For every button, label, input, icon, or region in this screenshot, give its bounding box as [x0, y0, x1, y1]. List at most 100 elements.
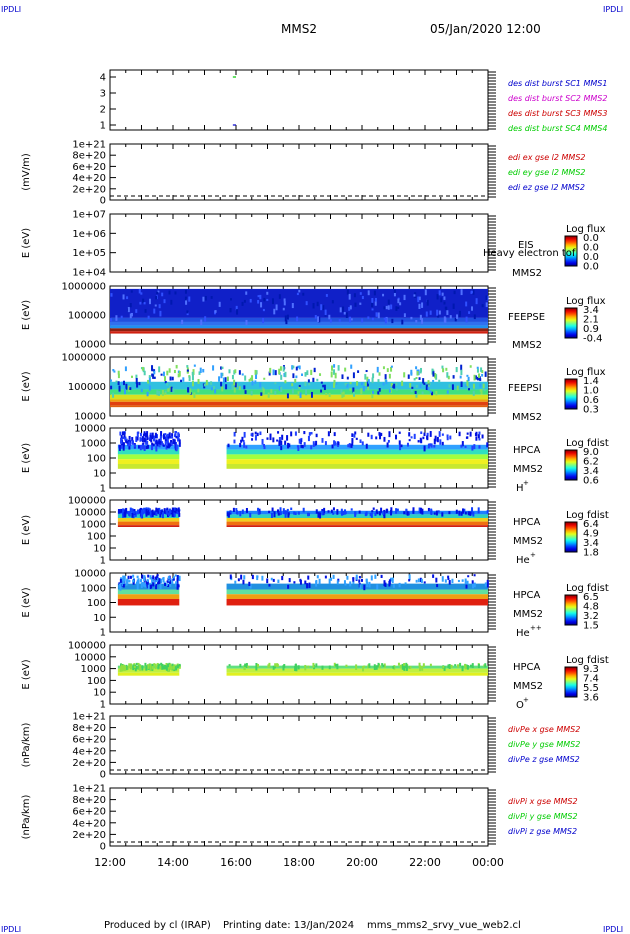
spectrogram-speckle: [365, 370, 368, 373]
footer-script-name: mms_mms2_srvy_vue_web2.cl: [367, 920, 521, 931]
spectrogram-speckle: [455, 367, 458, 373]
spectrogram-speckle: [272, 369, 275, 376]
spectrogram-speckle: [130, 312, 133, 317]
spectrogram-speckle: [366, 381, 369, 387]
spectrogram-speckle: [275, 304, 278, 311]
spectrogram-speckle: [251, 380, 254, 386]
spectrogram-speckle: [471, 580, 474, 584]
spectrogram-speckle: [307, 512, 310, 517]
spectrogram-speckle: [320, 304, 323, 311]
spectrogram-speckle: [177, 584, 180, 588]
spectrogram-speckle: [429, 443, 432, 447]
spectrogram-speckle: [188, 296, 191, 302]
spectrogram-speckle: [374, 297, 377, 302]
spectrogram-speckle: [347, 444, 350, 448]
spectrogram-speckle: [315, 579, 318, 583]
spectrogram-speckle: [147, 665, 150, 669]
spectrogram-speckle: [319, 373, 322, 376]
spectrogram-speckle: [233, 379, 236, 386]
p6-species-label: H: [516, 483, 524, 494]
spectrogram-speckle: [446, 372, 449, 378]
spectrogram-speckle: [132, 665, 135, 671]
p7-colorbar-tick: 4.9: [583, 529, 599, 540]
spectrogram-speckle: [481, 434, 484, 439]
spectrogram-speckle: [141, 582, 144, 585]
spectrogram-speckle: [305, 301, 308, 306]
spectrogram-speckle: [162, 444, 165, 447]
p9-colorbar-tick: 7.4: [583, 674, 599, 685]
spectrogram-speckle: [175, 445, 178, 452]
spectrogram-speckle: [279, 366, 282, 371]
spectrogram-speckle: [234, 382, 237, 388]
spectrogram-speckle: [155, 583, 158, 590]
spectrogram-speckle: [333, 432, 336, 437]
spectrogram-speckle: [239, 442, 242, 448]
spectrogram-speckle: [210, 387, 213, 391]
spectrogram-speckle: [120, 664, 123, 668]
p1-legend-1: des dist burst SC2 MMS2: [508, 94, 607, 103]
spectrogram-speckle: [150, 439, 153, 443]
spectrogram-speckle: [122, 294, 125, 300]
spectrogram-speckle: [372, 373, 375, 379]
spectrogram-speckle: [472, 390, 475, 396]
spectrogram-speckle: [367, 665, 370, 669]
spectrogram-speckle: [257, 511, 260, 515]
p9-spacecraft-label: MMS2: [513, 681, 543, 692]
spectrogram-speckle: [422, 663, 425, 668]
spectrogram-speckle: [146, 511, 149, 515]
p3-instrument-label: EIS: [518, 240, 534, 251]
spectrogram-speckle: [351, 442, 354, 446]
spectrogram-speckle: [436, 584, 439, 588]
spectrogram-speckle: [273, 666, 276, 669]
spectrogram-speckle: [167, 663, 170, 668]
spectrogram-speckle: [122, 436, 125, 440]
spectrogram-speckle: [388, 580, 391, 587]
spectrogram-band: [117, 589, 180, 595]
spectrogram-speckle: [386, 368, 389, 373]
spectrogram-speckle: [135, 436, 138, 442]
spectrogram-speckle: [156, 441, 159, 447]
spectrogram-speckle: [227, 443, 230, 448]
spectrogram-speckle: [395, 388, 398, 391]
spectrogram-speckle: [420, 439, 423, 444]
spectrogram-speckle: [336, 663, 339, 670]
spectrogram-speckle: [137, 578, 140, 585]
spectrogram-speckle: [371, 308, 374, 311]
spectrogram-speckle: [415, 579, 418, 583]
spectrogram-speckle: [450, 664, 453, 669]
spectrogram-speckle: [468, 311, 471, 314]
spectrogram-speckle: [235, 508, 238, 511]
spectrogram-speckle: [147, 584, 150, 590]
spectrogram-speckle: [161, 292, 164, 297]
spectrogram-speckle: [293, 581, 296, 584]
spectrogram-speckle: [482, 387, 485, 391]
spectrogram-speckle: [421, 508, 424, 515]
spectrogram-speckle: [441, 433, 444, 436]
spectrogram-speckle: [475, 436, 478, 441]
spectrogram-speckle: [376, 584, 379, 590]
spectrogram-speckle: [361, 318, 364, 323]
spectrogram-speckle: [441, 292, 444, 296]
spectrogram-speckle: [452, 375, 455, 379]
spectrogram-speckle: [393, 289, 396, 293]
spectrogram-speckle: [271, 507, 274, 512]
spectrogram-speckle: [466, 432, 469, 435]
spectrogram-speckle: [118, 385, 121, 392]
p7-colorbar-tick: 6.4: [583, 519, 599, 530]
p4-ylabel: E (eV): [21, 300, 32, 330]
spectrogram-speckle: [286, 435, 289, 441]
spectrogram-speckle: [160, 662, 163, 666]
spectrogram-speckle: [441, 512, 444, 517]
p11-frame: [109, 787, 489, 847]
spectrogram-speckle: [146, 435, 149, 441]
spectrogram-speckle: [141, 366, 144, 371]
spectrogram-speckle: [155, 511, 158, 516]
spectrogram-speckle: [460, 444, 463, 448]
spectrogram-speckle: [295, 366, 298, 371]
spectrogram-band: [226, 583, 489, 590]
spectrogram-speckle: [439, 439, 442, 445]
spectrogram-speckle: [299, 392, 302, 399]
p6-ytick-label: 10000: [74, 424, 106, 435]
spectrogram-speckle: [270, 512, 273, 518]
spectrogram-speckle: [227, 511, 230, 518]
